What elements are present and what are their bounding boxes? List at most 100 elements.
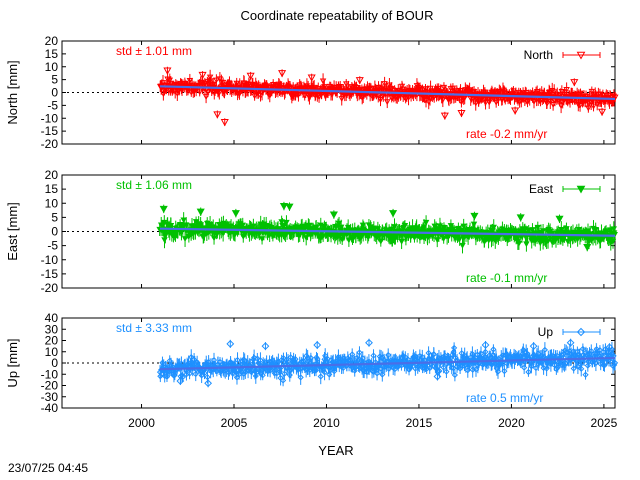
north-ytick-label: 20 bbox=[45, 34, 59, 48]
up-legend-marker bbox=[576, 327, 586, 337]
north-outlier-point bbox=[570, 79, 579, 87]
north-data-series bbox=[156, 66, 619, 127]
up-data-point bbox=[331, 368, 338, 375]
up-data-point bbox=[596, 346, 604, 354]
east-data-point bbox=[492, 238, 499, 245]
north-data-point bbox=[377, 97, 384, 103]
north-data-point bbox=[345, 85, 352, 92]
up-data-point bbox=[588, 347, 595, 355]
north-outlier-point bbox=[198, 71, 207, 80]
north-ytick-label: 15 bbox=[45, 47, 59, 61]
north-data-point bbox=[588, 88, 596, 95]
up-outlier-point bbox=[566, 338, 575, 347]
up-data-point bbox=[443, 368, 450, 375]
up-data-point bbox=[503, 350, 510, 357]
north-data-point bbox=[458, 99, 465, 106]
up-data-point bbox=[253, 369, 260, 376]
east-outlier-point bbox=[555, 215, 564, 224]
up-data-point bbox=[447, 357, 454, 365]
east-ytick-label: 15 bbox=[45, 182, 59, 196]
east-data-point bbox=[515, 240, 523, 247]
up-data-point bbox=[582, 371, 589, 378]
up-data-point bbox=[356, 349, 363, 356]
north-data-point bbox=[383, 99, 391, 106]
up-data-point bbox=[252, 372, 259, 380]
east-outlier-point bbox=[516, 214, 525, 222]
up-outlier-point bbox=[605, 343, 614, 352]
up-ytick-label: -10 bbox=[41, 367, 59, 381]
up-data-point bbox=[501, 367, 508, 375]
east-data-point bbox=[584, 228, 592, 235]
up-std-label: std ± 3.33 mm bbox=[116, 321, 192, 335]
east-outlier-point bbox=[329, 211, 338, 219]
north-data-point bbox=[548, 87, 556, 94]
up-data-point bbox=[284, 358, 292, 365]
up-data-point bbox=[440, 364, 447, 371]
east-ytick-label: 5 bbox=[51, 210, 58, 224]
up-trend-line bbox=[159, 356, 616, 371]
east-outlier-point bbox=[196, 208, 205, 216]
north-data-point bbox=[549, 101, 557, 108]
up-data-point bbox=[317, 373, 324, 380]
north-data-point bbox=[612, 94, 619, 101]
east-data-point bbox=[180, 217, 187, 224]
east-outlier-point bbox=[279, 203, 288, 211]
up-outlier-point bbox=[261, 342, 270, 351]
up-data-point bbox=[451, 371, 458, 379]
up-data-point bbox=[157, 373, 164, 380]
east-ytick-label: 0 bbox=[51, 225, 58, 239]
up-data-point bbox=[611, 359, 619, 366]
north-ytick-label: -20 bbox=[41, 137, 59, 151]
east-data-series bbox=[156, 201, 618, 254]
timestamp: 23/07/25 04:45 bbox=[8, 461, 89, 475]
up-data-point bbox=[469, 350, 476, 358]
north-data-point bbox=[563, 87, 570, 93]
up-outlier-point bbox=[226, 339, 235, 348]
east-data-point bbox=[338, 236, 346, 243]
up-data-point bbox=[349, 351, 356, 358]
east-data-point bbox=[609, 238, 617, 245]
up-data-point bbox=[179, 373, 186, 381]
up-data-point bbox=[287, 354, 294, 361]
east-ytick-label: -10 bbox=[41, 253, 59, 267]
east-outlier-point bbox=[470, 212, 479, 221]
up-ytick-label: -30 bbox=[41, 390, 59, 404]
north-data-point bbox=[174, 91, 181, 97]
north-rate-label: rate -0.2 mm/yr bbox=[466, 127, 547, 141]
up-data-point bbox=[351, 367, 358, 374]
east-ytick-label: 10 bbox=[45, 196, 59, 210]
up-data-point bbox=[490, 346, 497, 353]
north-data-point bbox=[159, 80, 167, 86]
east-ytick-label: -15 bbox=[41, 267, 59, 281]
up-data-point bbox=[404, 356, 412, 363]
up-outlier-point bbox=[529, 342, 538, 351]
east-data-point bbox=[401, 223, 409, 229]
x-tick-label: 2010 bbox=[313, 416, 340, 430]
up-data-point bbox=[436, 367, 443, 375]
north-data-point bbox=[519, 90, 527, 97]
north-outlier-point bbox=[457, 110, 466, 118]
east-data-point bbox=[537, 240, 544, 247]
up-data-point bbox=[356, 364, 363, 372]
up-data-point bbox=[352, 364, 359, 371]
up-data-point bbox=[370, 352, 377, 359]
north-ytick-label: -5 bbox=[47, 98, 58, 112]
up-data-point bbox=[227, 359, 234, 367]
up-data-point bbox=[419, 353, 426, 361]
north-data-point bbox=[367, 86, 375, 93]
up-ytick-label: -40 bbox=[41, 401, 59, 415]
east-rate-label: rate -0.1 mm/yr bbox=[466, 271, 547, 285]
north-data-point bbox=[186, 77, 194, 84]
north-outlier-point bbox=[598, 108, 607, 117]
east-std-label: std ± 1.06 mm bbox=[116, 178, 192, 192]
north-outlier-point bbox=[220, 119, 229, 127]
north-legend-label: North bbox=[524, 48, 553, 62]
up-data-point bbox=[477, 350, 485, 357]
north-data-point bbox=[482, 100, 489, 106]
east-data-point bbox=[459, 242, 466, 249]
up-data-point bbox=[570, 365, 577, 372]
north-data-point bbox=[590, 103, 597, 110]
up-ytick-label: 40 bbox=[45, 311, 59, 325]
up-data-point bbox=[580, 357, 588, 364]
up-data-point bbox=[314, 355, 321, 363]
